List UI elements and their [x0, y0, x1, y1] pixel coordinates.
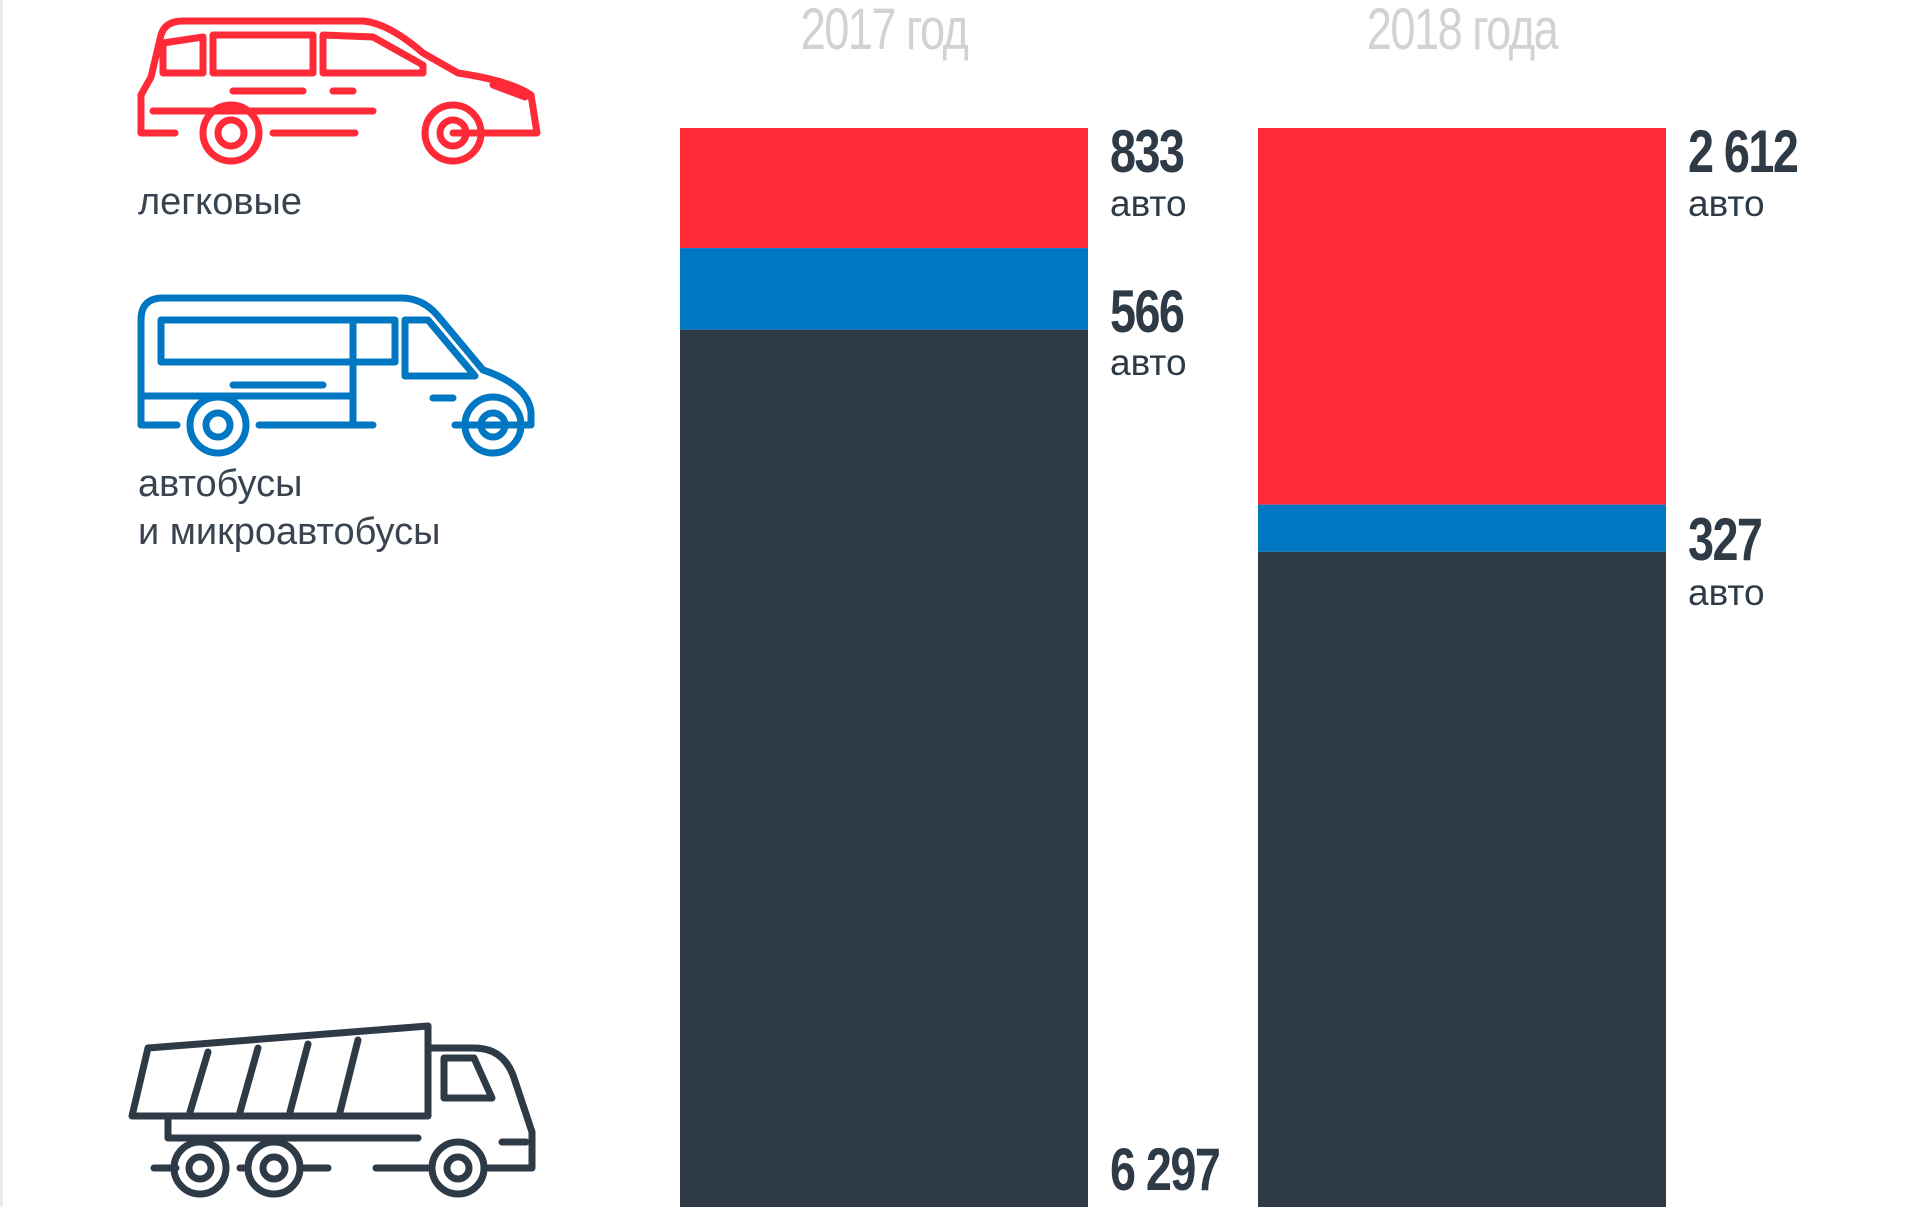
page-edge — [0, 0, 3, 1207]
value-label-2017-trucks: 6 297 — [1110, 1136, 1221, 1203]
unit-label-2018-cars: авто — [1688, 183, 1765, 224]
bar-2017-buses — [680, 248, 1088, 330]
legend-label-buses-line-1: автобусы — [138, 463, 303, 505]
year-label-2017: 2017 год — [800, 0, 969, 62]
value-label-2017-buses: 566 — [1110, 278, 1185, 345]
unit-label-2017-buses: авто — [1110, 342, 1187, 383]
bar-2018-trucks — [1258, 551, 1666, 1207]
legend-label-buses-line-2: и микроавтобусы — [138, 511, 441, 553]
legend-label-cars: легковые — [138, 181, 302, 223]
bar-2017-cars — [680, 128, 1088, 249]
bar-2018-cars — [1258, 128, 1666, 505]
unit-label-2017-cars: авто — [1110, 183, 1187, 224]
bar-2017-trucks — [680, 329, 1088, 1207]
value-label-2018-buses: 327 — [1688, 506, 1763, 573]
year-label-2018: 2018 года — [1366, 0, 1559, 62]
value-label-2017-cars: 833 — [1110, 118, 1185, 185]
truck-icon — [128, 1022, 536, 1198]
bus-icon — [137, 294, 535, 457]
car-icon — [137, 17, 541, 165]
bar-2018-buses — [1258, 504, 1666, 552]
unit-label-2018-buses: авто — [1688, 572, 1765, 613]
value-label-2018-cars: 2 612 — [1688, 118, 1799, 185]
